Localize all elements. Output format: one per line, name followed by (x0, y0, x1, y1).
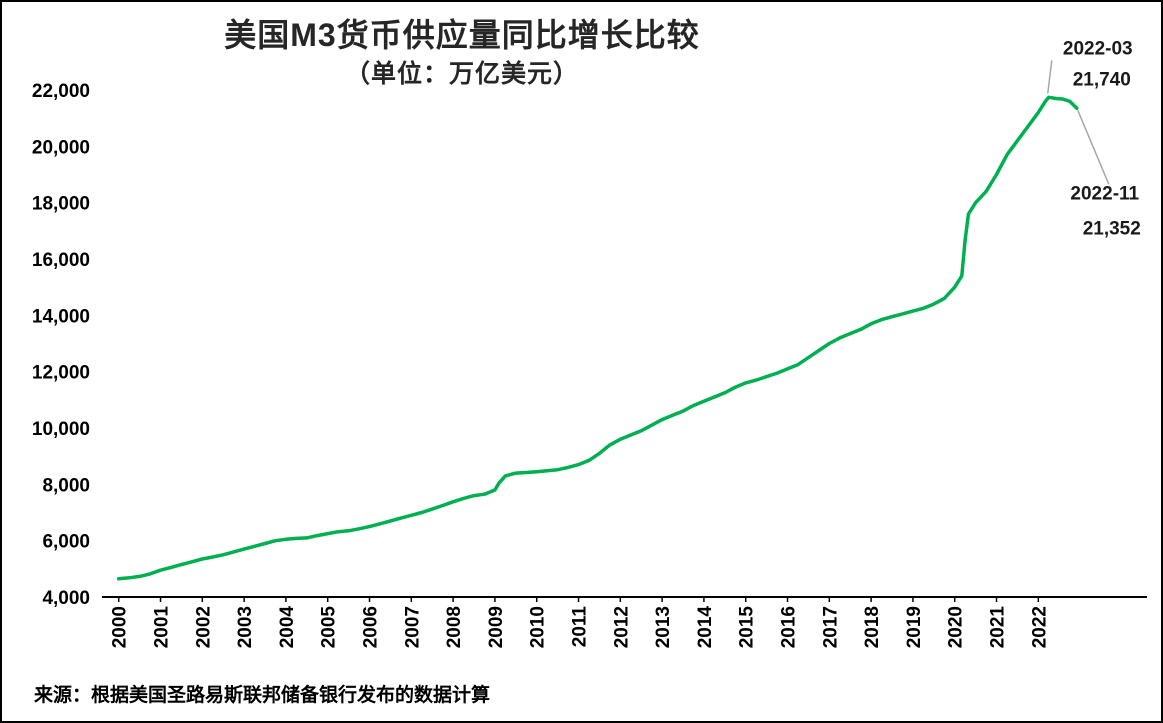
annotation-peak-value: 21,740 (1073, 69, 1131, 90)
x-axis-label: 2016 (779, 606, 800, 648)
y-axis-label: 14,000 (32, 306, 90, 327)
x-axis-label: 2005 (319, 606, 340, 649)
x-axis-label: 2000 (110, 606, 131, 648)
x-axis-label: 2011 (570, 606, 591, 648)
y-axis-label: 12,000 (32, 363, 90, 384)
x-axis-label: 2003 (235, 606, 256, 648)
x-axis-label: 2020 (946, 606, 967, 648)
line-series-m3 (116, 95, 1079, 581)
y-axis-label: 4,000 (42, 588, 90, 609)
annotation-leader-peak (1047, 60, 1053, 94)
x-axis-label: 2006 (361, 606, 382, 648)
x-axis-label: 2009 (486, 606, 507, 648)
x-axis-label: 2013 (653, 606, 674, 648)
y-axis-label: 10,000 (32, 419, 90, 440)
x-axis-label: 2017 (820, 606, 841, 648)
y-axis-label: 8,000 (42, 475, 90, 496)
x-axis-label: 2007 (402, 606, 423, 648)
x-axis-label: 2010 (528, 606, 549, 648)
y-axis-label: 18,000 (32, 194, 90, 215)
x-axis-label: 2002 (193, 606, 214, 648)
x-axis-label: 2021 (988, 606, 1009, 649)
chart-subtitle: （单位：万亿美元） (344, 60, 579, 88)
x-axis-label: 2022 (1029, 606, 1050, 648)
chart-title: 美国M3货币供应量同比增长比较 (224, 17, 700, 53)
y-axis-label: 22,000 (32, 81, 90, 102)
y-axis-label: 20,000 (32, 137, 90, 158)
x-axis-label: 2008 (444, 606, 465, 648)
x-axis-label: 2012 (611, 606, 632, 648)
x-axis-label: 2018 (862, 606, 883, 648)
annotation-latest-date: 2022-11 (1070, 183, 1139, 204)
x-axis-label: 2014 (695, 606, 716, 649)
y-axis-label: 6,000 (42, 532, 90, 553)
annotation-latest-value: 21,352 (1083, 218, 1141, 239)
annotation-peak-date: 2022-03 (1063, 38, 1133, 59)
x-axis-label: 2001 (152, 606, 173, 649)
y-axis-label: 16,000 (32, 250, 90, 271)
annotation-leader-latest (1077, 109, 1110, 185)
source-note: 来源：根据美国圣路易斯联邦储备银行发布的数据计算 (34, 685, 491, 706)
x-axis-label: 2019 (904, 606, 925, 648)
x-axis-label: 2015 (737, 606, 758, 649)
x-axis-label: 2004 (277, 606, 298, 649)
